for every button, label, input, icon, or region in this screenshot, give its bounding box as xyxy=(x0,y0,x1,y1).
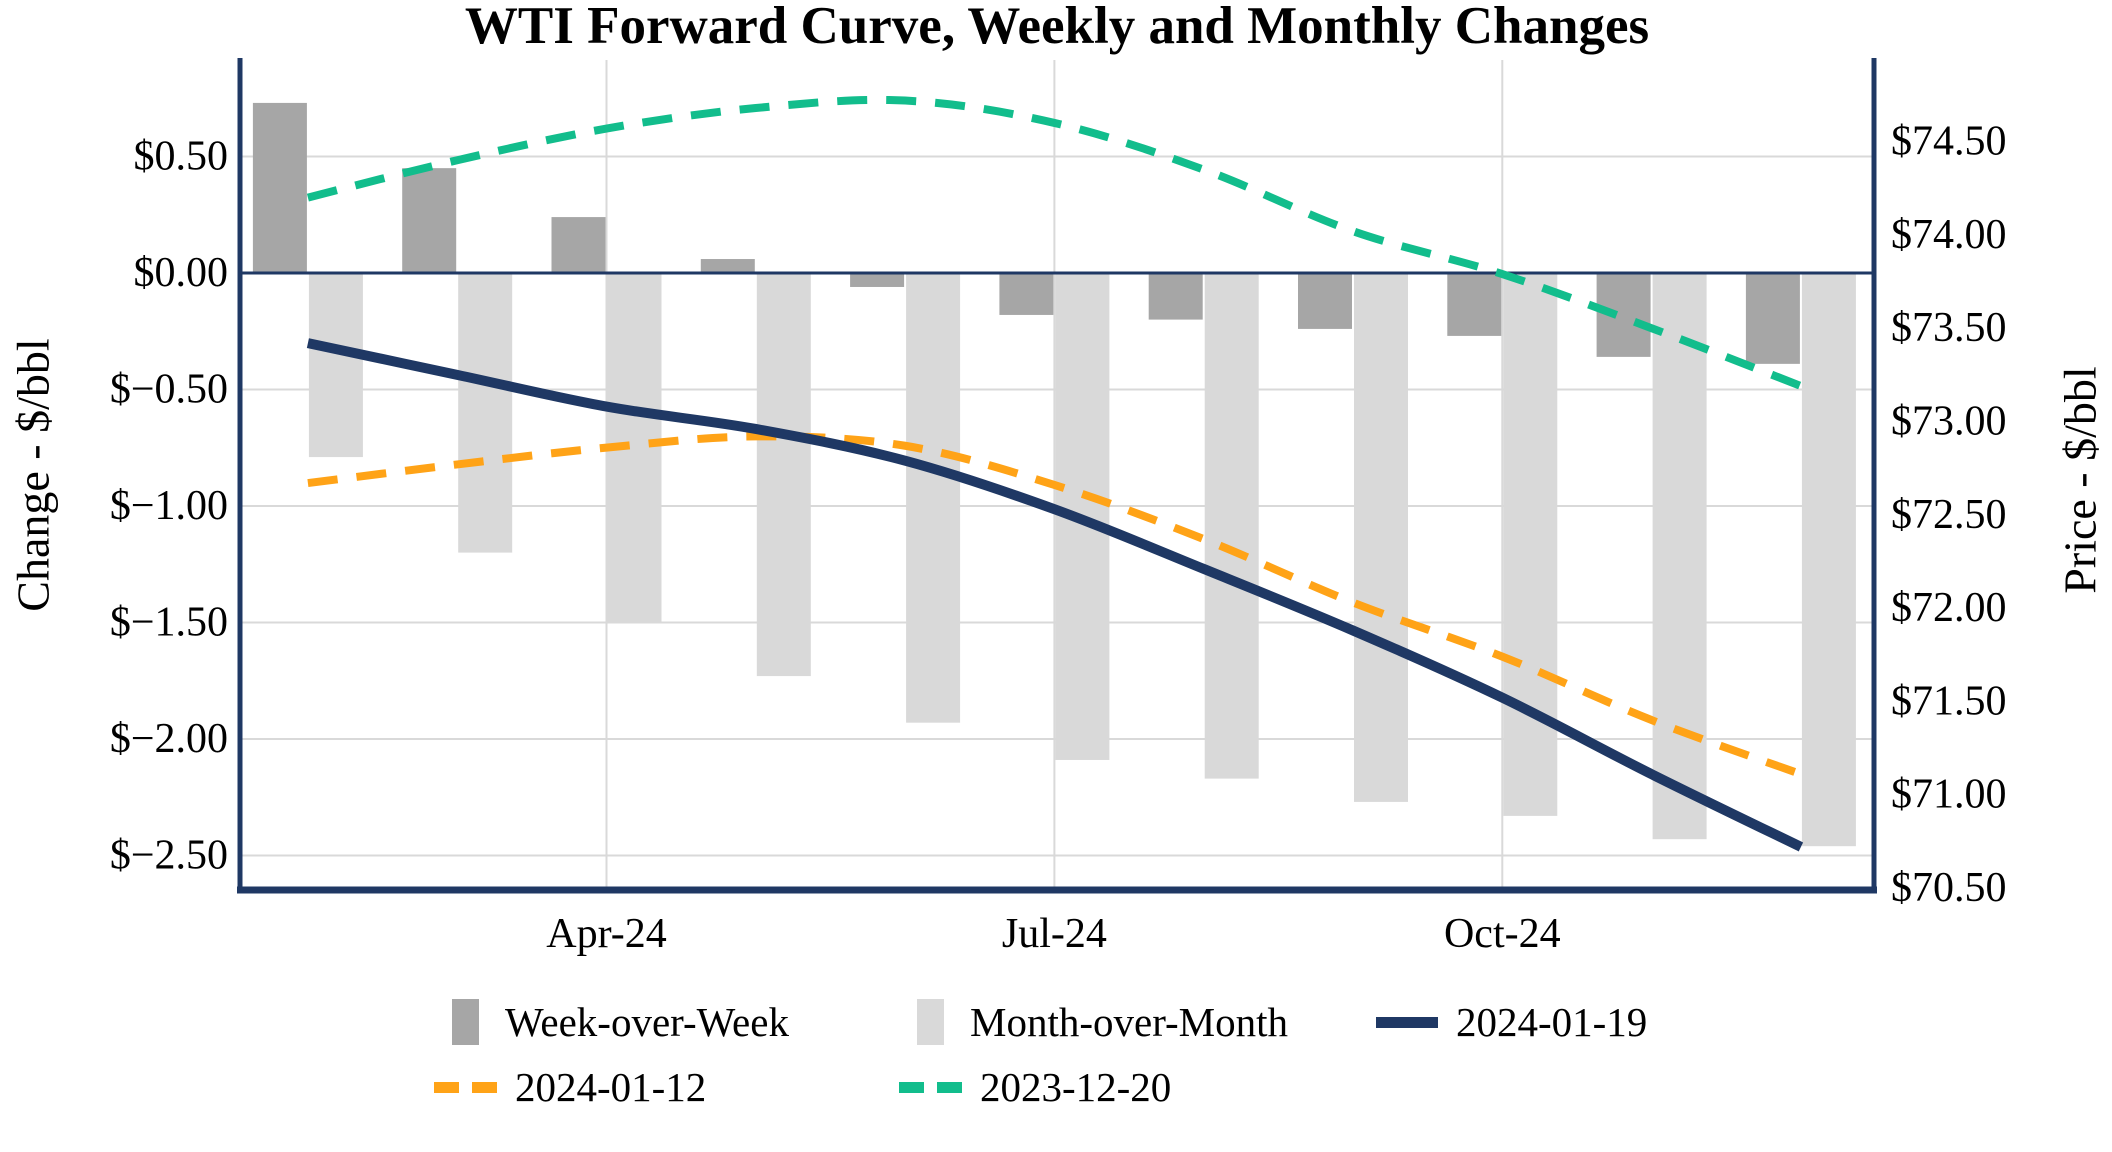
legend-label: Month-over-Month xyxy=(970,998,1289,1045)
bar-month-over-month xyxy=(1503,273,1558,816)
left-axis-tick-label: $−1.00 xyxy=(110,483,228,529)
bar-week-over-week xyxy=(999,273,1054,315)
legend-item-2024-01-12: 2024-01-12 xyxy=(434,1061,706,1113)
line-2024-01-12 xyxy=(307,432,1803,778)
right-axis-tick-label: $74.50 xyxy=(1891,119,2007,165)
legend-swatch-2024-01-19 xyxy=(1376,1016,1438,1028)
bar-week-over-week xyxy=(1148,273,1203,320)
bar-week-over-week xyxy=(700,259,755,273)
bar-month-over-month xyxy=(308,273,363,458)
left-axis-tick-label: $0.50 xyxy=(134,134,229,180)
bar-week-over-week xyxy=(551,217,606,273)
legend-item-month-over-month: Month-over-Month xyxy=(917,996,1288,1048)
x-axis-tick-label: Apr-24 xyxy=(546,911,666,957)
bar-week-over-week xyxy=(1596,273,1651,357)
right-axis-tick-label: $71.00 xyxy=(1891,772,2007,818)
right-axis-tick-label: $71.50 xyxy=(1891,678,2007,724)
chart-title: WTI Forward Curve, Weekly and Monthly Ch… xyxy=(464,0,1650,55)
bar-month-over-month xyxy=(458,273,513,553)
legend-label: 2023-12-20 xyxy=(980,1063,1172,1110)
bar-month-over-month xyxy=(1801,273,1856,847)
bar-week-over-week xyxy=(252,102,307,273)
bar-week-over-week xyxy=(1745,273,1800,364)
right-axis-tick-label: $74.00 xyxy=(1891,212,2007,258)
right-axis-tick-label: $70.50 xyxy=(1891,865,2007,911)
x-axis-tick-label: Oct-24 xyxy=(1444,911,1561,957)
legend-swatch-month-over-month xyxy=(917,999,944,1045)
right-axis-tick-label: $73.00 xyxy=(1891,399,2007,445)
bar-month-over-month xyxy=(906,273,961,723)
left-axis-tick-label: $−1.50 xyxy=(110,600,228,646)
legend-swatch-week-over-week xyxy=(452,999,479,1045)
left-axis-tick-label: $−0.50 xyxy=(110,367,228,413)
legend-swatch-2023-12-20 xyxy=(899,1081,962,1093)
left-axis-tick-label: $0.00 xyxy=(134,250,229,296)
bar-week-over-week xyxy=(1447,273,1502,336)
right-axis-tick-label: $72.50 xyxy=(1891,492,2007,538)
x-axis-tick-label: Jul-24 xyxy=(1002,911,1107,957)
right-axis-tick-label: $73.50 xyxy=(1891,305,2007,351)
legend-item-2023-12-20: 2023-12-20 xyxy=(899,1061,1171,1113)
right-axis-tick-label: $72.00 xyxy=(1891,585,2007,631)
left-axis-tick-label: $−2.50 xyxy=(110,833,228,879)
bar-week-over-week xyxy=(402,168,457,273)
legend-item-2024-01-19: 2024-01-19 xyxy=(1376,996,1647,1048)
bar-week-over-week xyxy=(1298,273,1352,329)
bar-month-over-month xyxy=(1354,273,1408,802)
legend-item-week-over-week: Week-over-Week xyxy=(452,996,789,1048)
bar-week-over-week xyxy=(850,273,905,287)
legend-swatch-2024-01-12 xyxy=(434,1081,497,1093)
bar-month-over-month xyxy=(1204,273,1259,779)
line-2024-01-19 xyxy=(306,338,1804,852)
legend-label: Week-over-Week xyxy=(505,998,789,1045)
legend-label: 2024-01-19 xyxy=(1456,998,1648,1045)
bar-month-over-month xyxy=(1652,273,1707,840)
line-2023-12-20 xyxy=(306,95,1803,390)
legend-label: 2024-01-12 xyxy=(515,1063,707,1110)
bar-month-over-month xyxy=(756,273,811,677)
left-axis-tick-label: $−2.00 xyxy=(110,716,228,762)
